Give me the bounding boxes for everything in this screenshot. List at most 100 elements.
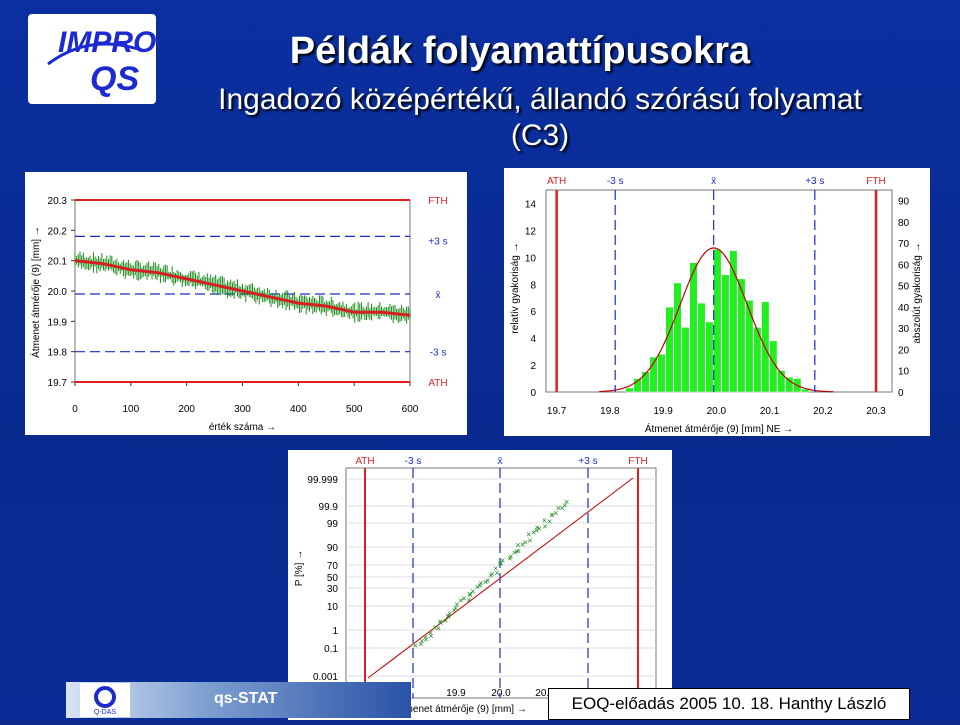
y-tick-label: 70 (327, 561, 339, 572)
x-tick-label: 19.9 (653, 406, 673, 417)
qdas-logo: Q-DAS (80, 683, 130, 717)
x-tick-label: 20.0 (707, 406, 727, 417)
ref-line-label: ATH (355, 456, 374, 467)
normal-curve (599, 247, 834, 393)
histogram-bar (769, 340, 778, 393)
y-right-tick-label: 20 (898, 345, 910, 356)
ref-line-label: +3 s (805, 176, 824, 187)
data-point: × (553, 508, 558, 518)
run-chart-panel: 19.7 19.8 19.9 20.0 20.1 20.2 20.3 0 100 200 300 40… (25, 172, 467, 435)
y-tick-label: 10 (327, 602, 339, 613)
data-point: × (500, 556, 505, 566)
y-right-tick-label: 0 (898, 388, 904, 399)
histogram-bar (633, 378, 642, 393)
x-tick-label: 20.0 (491, 688, 511, 699)
data-point: × (508, 552, 513, 562)
data-point: × (478, 578, 483, 588)
footer-brand: qs-STAT (214, 690, 278, 707)
y-tick-label: 20.1 (48, 257, 68, 268)
histogram-bar (745, 300, 754, 393)
data-point: × (512, 547, 517, 557)
histogram-bar (729, 250, 738, 393)
x-tick-label: 200 (178, 404, 195, 415)
data-point: × (523, 537, 528, 547)
data-point: × (547, 516, 552, 526)
y-right-tick-label: 30 (898, 324, 910, 335)
data-point: × (423, 634, 428, 644)
data-point: × (514, 547, 519, 557)
svg-text:IMPRO: IMPRO (58, 26, 156, 59)
data-point: × (446, 611, 451, 621)
data-point: × (559, 503, 564, 513)
ref-line-label: -3 s (430, 348, 447, 359)
data-point: × (527, 535, 532, 545)
data-point: × (534, 525, 539, 535)
data-point: × (419, 636, 424, 646)
y-tick-label: 19.8 (48, 348, 68, 359)
histogram-panel: 0 2 4 6 8 10 12 14 0 10 20 30 40 50 60 70 80 90 19.7 19.8 19… (504, 168, 930, 436)
data-point: × (466, 595, 471, 605)
y-right-axis-label: abszolút gyakoriság → (912, 242, 923, 343)
y-tick-label: 8 (530, 280, 536, 291)
data-point: × (526, 529, 531, 539)
subtitle-line-2: (C3) (510, 119, 570, 152)
data-point: × (470, 586, 475, 596)
ref-line-label: FTH (866, 176, 885, 187)
data-point: × (498, 558, 503, 568)
data-point: × (413, 641, 418, 651)
data-point: × (520, 540, 525, 550)
ref-line-label: FTH (428, 196, 447, 207)
ref-line-label: +3 s (578, 456, 597, 467)
ref-line-label: -3 s (405, 456, 422, 467)
x-tick-label: 300 (234, 404, 251, 415)
data-point: × (515, 540, 520, 550)
svg-text:QS: QS (90, 60, 139, 98)
slide-subtitle: Ingadozó középértékű, állandó szórású fo… (150, 82, 930, 154)
data-point: × (418, 639, 423, 649)
y-right-tick-label: 90 (898, 197, 910, 208)
x-tick-label: 19.8 (600, 406, 620, 417)
histogram-bar (641, 371, 650, 393)
data-point: × (436, 623, 441, 633)
y-tick-label: 20.0 (48, 287, 68, 298)
ref-line-label: x̄ (436, 290, 441, 301)
fit-line (367, 477, 634, 679)
y-axis-label: Átmenet átmérője (9) [mm] → (29, 226, 42, 358)
histogram-bar (705, 321, 714, 393)
x-tick-label: 600 (402, 404, 419, 415)
y-tick-label: 99.9 (319, 502, 339, 513)
data-point: × (537, 523, 542, 533)
data-point: × (428, 631, 433, 641)
data-point: × (432, 622, 437, 632)
data-point: × (493, 563, 498, 573)
histogram-bar (785, 376, 794, 393)
y-tick-label: 30 (327, 584, 339, 595)
y-tick-label: 99 (327, 519, 339, 530)
slide-title: Példák folyamattípusokra (289, 30, 751, 72)
svg-text:Q-DAS: Q-DAS (94, 709, 117, 716)
y-axis-label: relatív gyakoriság → (510, 242, 521, 333)
y-tick-label: 0.1 (324, 644, 338, 655)
data-point: × (452, 605, 457, 615)
impro-qs-logo: IMPRO QS (28, 14, 156, 104)
data-point: × (438, 618, 443, 628)
y-right-tick-label: 70 (898, 239, 910, 250)
ref-line-label: +3 s (428, 236, 447, 247)
data-point: × (488, 570, 493, 580)
histogram-bar (657, 354, 666, 393)
x-tick-label: 19.9 (446, 688, 466, 699)
y-right-tick-label: 40 (898, 303, 910, 314)
data-point: × (542, 521, 547, 531)
data-point: × (564, 497, 569, 507)
ref-line-label: -3 s (607, 176, 624, 187)
histogram-chart: 0 2 4 6 8 10 12 14 0 10 20 30 40 50 60 70 80 90 19.7 19.8 19… (510, 176, 923, 435)
data-point: × (497, 559, 502, 569)
histogram-bar (753, 327, 762, 393)
y-tick-label: 19.7 (48, 378, 68, 389)
mean-line (74, 259, 411, 317)
data-point: × (458, 595, 463, 605)
data-point: × (468, 590, 473, 600)
y-right-tick-label: 50 (898, 282, 910, 293)
data-point: × (549, 510, 554, 520)
data-point: × (447, 609, 452, 619)
